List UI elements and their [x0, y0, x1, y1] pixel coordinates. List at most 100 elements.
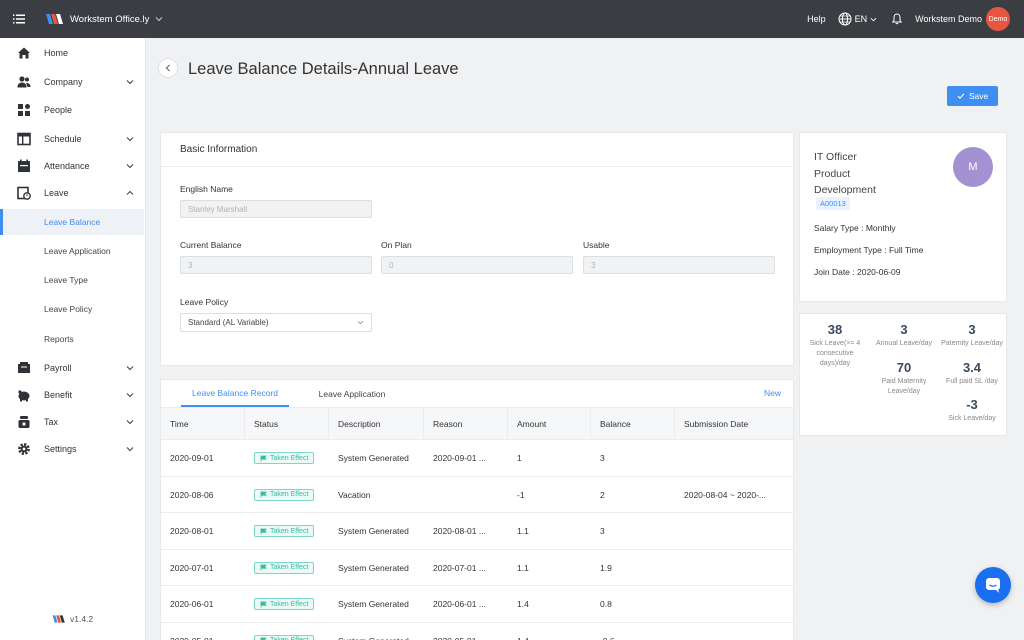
cell-status: Taken Effect	[245, 586, 329, 622]
cell-amount: 1.4	[517, 599, 529, 609]
sidebar-subitem-reports[interactable]: Reports	[0, 326, 146, 352]
stat-value: -3	[966, 397, 978, 412]
position-line: IT Officer	[814, 151, 857, 163]
status-badge: Taken Effect	[254, 598, 315, 610]
stat-value: 3	[900, 322, 908, 337]
column-header-submission-date[interactable]: Submission Date	[684, 419, 749, 429]
sidebar-item-company[interactable]: Company	[0, 69, 146, 95]
cell-time: 2020-07-01	[170, 562, 214, 573]
sidebar-item-payroll[interactable]: Payroll	[0, 355, 146, 381]
leave-icon	[17, 186, 31, 200]
english-name-field[interactable]: Stanley Marshall	[180, 200, 372, 218]
sidebar-item-label: Home	[44, 48, 69, 58]
column-header-reason[interactable]: Reason	[424, 408, 508, 440]
home-icon	[18, 47, 30, 59]
column-header-description[interactable]: Description	[329, 408, 424, 440]
save-button[interactable]: Save	[947, 86, 998, 106]
status-badge: Taken Effect	[254, 488, 315, 501]
sidebar-subitem-label: Reports	[44, 334, 74, 344]
sidebar-subitem-leave-application[interactable]: Leave Application	[0, 238, 146, 264]
cell-amount: 1	[517, 453, 522, 463]
cell-amount: 1.1	[517, 562, 529, 573]
cell-balance: 2	[600, 489, 605, 500]
back-button[interactable]	[158, 58, 178, 78]
chat-support-button[interactable]	[975, 567, 1011, 603]
cell-description: System Generated	[338, 562, 409, 573]
sidebar-item-leave[interactable]: Leave	[0, 180, 146, 206]
schedule-icon	[17, 132, 31, 146]
people-icon	[18, 104, 30, 116]
sidebar-subitem-label: Leave Type	[44, 275, 88, 285]
status-badge: Taken Effect	[254, 525, 315, 537]
basic-information-heading: Basic Information	[161, 133, 793, 167]
menu-icon[interactable]	[0, 0, 38, 38]
stat-item: 3 Annual Leave/day	[870, 322, 938, 349]
cell-submission-date	[675, 623, 793, 640]
benefit-icon	[18, 390, 30, 402]
brand-logo-icon	[46, 14, 63, 24]
sidebar-item-label: Schedule	[44, 134, 82, 144]
tab-leave-application[interactable]: Leave Application	[318, 388, 386, 399]
user-avatar[interactable]: Demo	[986, 7, 1010, 31]
sidebar-subitem-leave-type[interactable]: Leave Type	[0, 267, 146, 293]
sidebar-item-tax[interactable]: Tax	[0, 409, 146, 435]
sidebar-item-label: Payroll	[44, 363, 72, 373]
sidebar-item-attendance[interactable]: Attendance	[0, 153, 146, 179]
employee-profile-card: IT Officer Product Development A00013 M …	[799, 132, 1007, 302]
table-row[interactable]: 2020-08-01 Taken Effect System Generated 20…	[161, 513, 793, 550]
status-badge: Taken Effect	[254, 561, 315, 574]
cell-balance: 3	[600, 526, 605, 536]
english-name-label: English Name	[180, 184, 233, 194]
leave-stats-card: 38 Sick Leave(>= 4 consecutive days)/day…	[799, 313, 1007, 436]
table-row[interactable]: 2020-09-01 Taken Effect System Generated 20…	[161, 440, 793, 477]
cell-reason	[424, 477, 508, 513]
sidebar-item-schedule[interactable]: Schedule	[0, 126, 146, 152]
bell-icon[interactable]	[891, 13, 903, 25]
table-row[interactable]: 2020-06-01 Taken Effect System Generated 20…	[161, 586, 793, 623]
help-link[interactable]: Help	[807, 14, 826, 24]
stat-caption: Full paid SL /day	[946, 378, 998, 385]
sidebar-subitem-leave-balance[interactable]: Leave Balance	[0, 209, 144, 235]
cell-time: 2020-05-01	[161, 623, 245, 640]
flag-icon	[260, 564, 267, 571]
sidebar-item-label: Settings	[44, 444, 77, 454]
cell-description: Vacation	[338, 489, 371, 500]
column-header-balance[interactable]: Balance	[591, 408, 675, 440]
department-line: Development	[814, 184, 876, 196]
table-row[interactable]: 2020-05-01 Taken Effect System Generated20…	[161, 623, 793, 640]
tab-leave-balance-record[interactable]: Leave Balance Record	[181, 380, 289, 407]
department-line: Product	[814, 167, 851, 180]
cell-amount: 1.1	[517, 526, 529, 536]
user-name[interactable]: Workstem Demo	[915, 14, 982, 24]
globe-icon	[838, 12, 852, 26]
table-row[interactable]: 2020-07-01 Taken Effect System Generated 20…	[161, 550, 793, 586]
cell-submission-date	[675, 586, 793, 622]
sidebar-subitem-label: Leave Balance	[44, 217, 101, 227]
on-plan-field[interactable]: 0	[381, 256, 573, 274]
sidebar-item-people[interactable]: People	[0, 97, 146, 123]
brand-name: Workstem Office.ly	[70, 13, 150, 25]
new-record-link[interactable]: New	[763, 388, 781, 398]
chevron-down-icon	[126, 447, 134, 452]
workspace-switcher[interactable]: Workstem Office.ly	[46, 12, 163, 26]
sidebar-item-benefit[interactable]: Benefit	[0, 382, 146, 408]
save-label: Save	[968, 91, 989, 101]
language-selector[interactable]: EN	[838, 12, 878, 26]
cell-submission-date	[675, 440, 793, 476]
current-balance-field[interactable]: 3	[180, 256, 372, 274]
column-header-time[interactable]: Time	[161, 408, 245, 440]
sidebar-item-settings[interactable]: Settings	[0, 436, 146, 462]
stat-item: 38 Sick Leave(>= 4 consecutive days)/day	[804, 322, 866, 369]
stat-value: 3.4	[962, 360, 982, 375]
column-header-status[interactable]: Status	[245, 408, 329, 440]
sidebar-item-home[interactable]: Home	[0, 40, 146, 66]
usable-field[interactable]: 3	[583, 256, 775, 274]
leave-policy-select[interactable]: Standard (AL Variable)	[180, 313, 372, 332]
employee-avatar: M	[953, 147, 993, 187]
sidebar-subitem-leave-policy[interactable]: Leave Policy	[0, 296, 146, 322]
app-version: v1.4.2	[52, 614, 93, 624]
attendance-icon	[18, 159, 30, 172]
on-plan-label: On Plan	[381, 240, 412, 250]
table-row[interactable]: 2020-08-06 Taken Effect Vacation -1 2 2020-08…	[161, 477, 793, 513]
column-header-amount[interactable]: Amount	[508, 408, 591, 440]
